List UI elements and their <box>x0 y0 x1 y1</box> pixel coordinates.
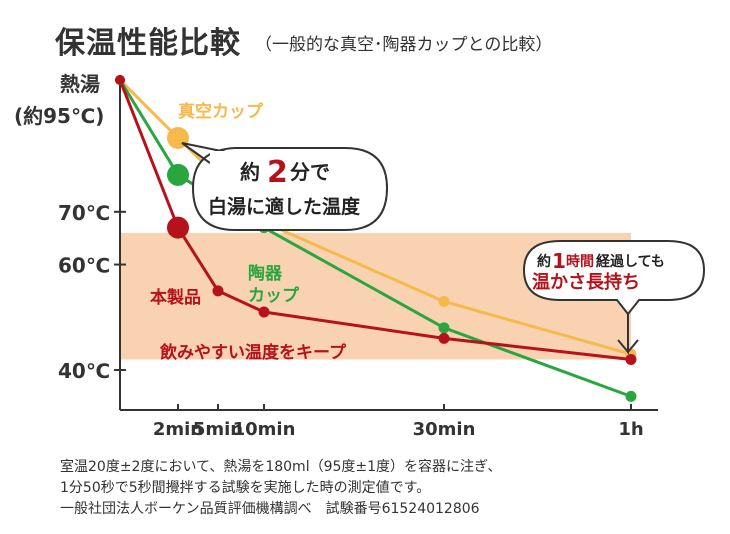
band-label: 飲みやすい温度をキープ <box>159 342 347 363</box>
note-line-2: 1分50秒で5秒間攪拌する試験を実施した時の測定値です。 <box>60 480 430 496</box>
series-line-product <box>118 79 632 361</box>
data-point-ceramic <box>438 322 450 334</box>
y-top-label-temp: (約95℃) <box>14 104 104 128</box>
callout-bubble-1h <box>522 240 706 316</box>
note-line-1: 室温20度±2度において、熱湯を180ml（95度±1度）を容器に注ぎ、 <box>60 458 501 475</box>
callout1-line2: 白湯に適した温度 <box>208 195 361 218</box>
note-line-3: 一般社団法人ボーケン品質評価機構調べ 試験番号61524012806 <box>60 501 480 517</box>
data-point-product <box>625 353 637 365</box>
x-tick-label: 1h <box>618 419 643 440</box>
y-tick-label: 60℃ <box>58 254 110 278</box>
data-point-ceramic <box>625 390 637 402</box>
callout1-num: 2 <box>267 155 288 190</box>
callout-bubble-mask <box>210 151 232 167</box>
callout1-pre: 約 <box>240 160 260 184</box>
legend-product: 本製品 <box>150 287 201 308</box>
y-tick-label: 40℃ <box>58 359 110 383</box>
data-point-product <box>115 75 125 85</box>
data-point-product <box>167 216 189 239</box>
callout-bubble-2min <box>181 142 389 231</box>
data-point-vacuum <box>438 295 450 307</box>
chart-title: 保温性能比較 <box>55 26 241 61</box>
x-tick-label: 2min <box>153 419 203 440</box>
y-tick-label: 70℃ <box>58 201 110 225</box>
legend-ceramic-line2: カップ <box>248 285 300 306</box>
x-tick-label: 10min <box>233 419 296 440</box>
legend-ceramic-line1: 陶器 <box>248 263 283 284</box>
callout-arrow-line <box>617 298 639 355</box>
x-tick-label: 30min <box>413 419 476 440</box>
callout1-unit: 分で <box>290 160 330 184</box>
x-tick-label: 5min <box>193 419 243 440</box>
data-point-ceramic <box>167 163 189 186</box>
callout2-mid: 時間 <box>566 253 594 270</box>
legend-vacuum: 真空カップ <box>178 101 264 122</box>
callout2-pre: 約 <box>537 253 551 270</box>
callout2-num: 1 <box>552 249 566 273</box>
callout2-line2: 温かさ長持ち <box>532 271 640 293</box>
data-point-product <box>438 332 450 344</box>
data-point-product <box>212 285 224 297</box>
chart-subtitle: （一般的な真空･陶器カップとの比較） <box>255 35 552 55</box>
y-ticks: 70℃ 60℃ 40℃ <box>58 201 126 383</box>
callout2-post: 経過しても <box>596 253 665 270</box>
data-point-product <box>258 306 270 318</box>
y-top-label: 熱湯 <box>60 72 100 96</box>
